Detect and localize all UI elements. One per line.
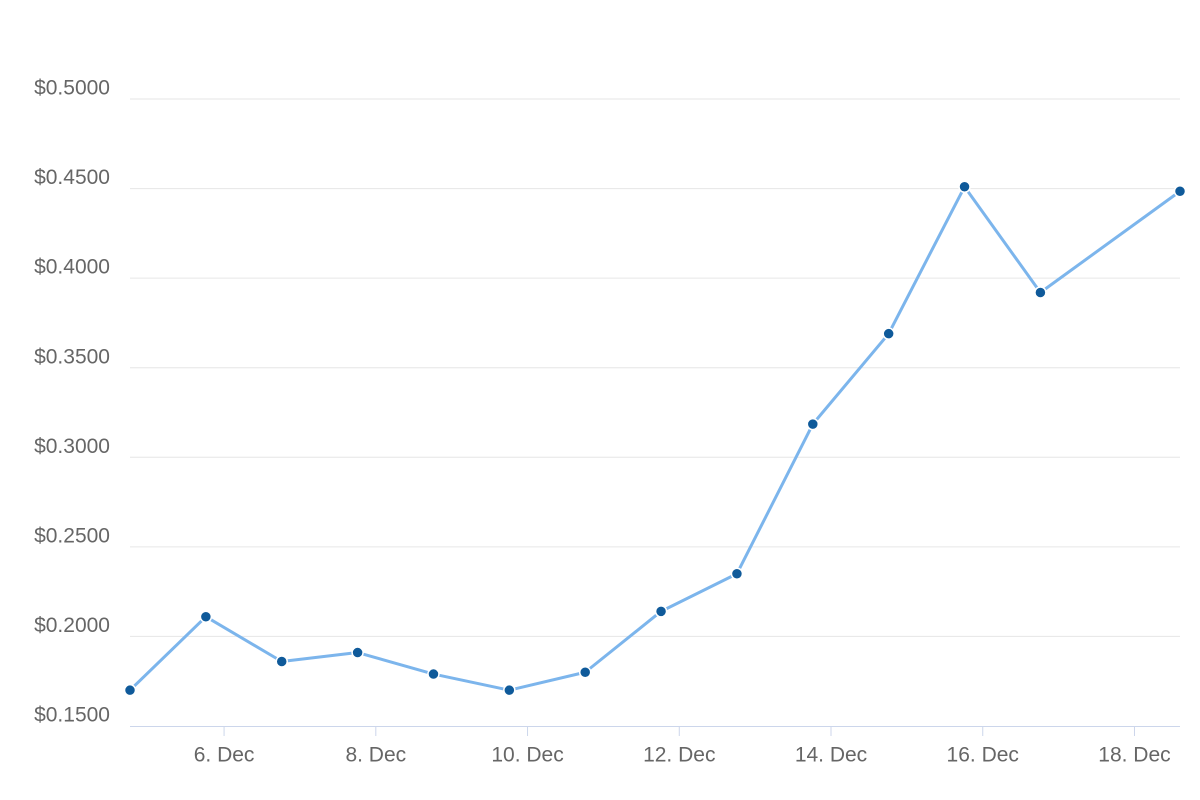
series-line	[128, 185, 1181, 692]
data-point	[1173, 185, 1187, 198]
y-tick-label: $0.3500	[34, 345, 110, 368]
x-tick-label: 8. Dec	[345, 744, 406, 767]
x-tick-label: 6. Dec	[194, 744, 255, 767]
y-tick-label: $0.1500	[34, 704, 110, 727]
y-tick-label: $0.3000	[34, 435, 110, 458]
data-point	[123, 683, 137, 697]
data-point	[351, 646, 364, 659]
data-point	[427, 667, 440, 681]
y-tick-label: $0.2000	[34, 614, 110, 637]
data-point	[730, 567, 744, 580]
x-tick-label: 12. Dec	[643, 744, 715, 767]
x-tick-label: 10. Dec	[491, 744, 563, 767]
y-tick-label: $0.4500	[34, 166, 110, 189]
data-point	[275, 655, 288, 668]
y-tick-label: $0.4000	[34, 256, 110, 279]
x-tick-label: 18. Dec	[1098, 744, 1170, 767]
x-tick-label: 16. Dec	[947, 744, 1019, 767]
data-point	[882, 327, 895, 340]
data-point	[199, 610, 213, 623]
data-point	[1034, 286, 1047, 299]
x-tick-label: 14. Dec	[795, 744, 867, 767]
data-point	[958, 180, 971, 194]
data-point	[806, 417, 820, 431]
y-tick-label: $0.5000	[34, 77, 110, 100]
y-tick-label: $0.2500	[34, 524, 110, 547]
data-point	[503, 683, 516, 697]
data-point	[578, 666, 592, 679]
data-point	[654, 605, 668, 618]
